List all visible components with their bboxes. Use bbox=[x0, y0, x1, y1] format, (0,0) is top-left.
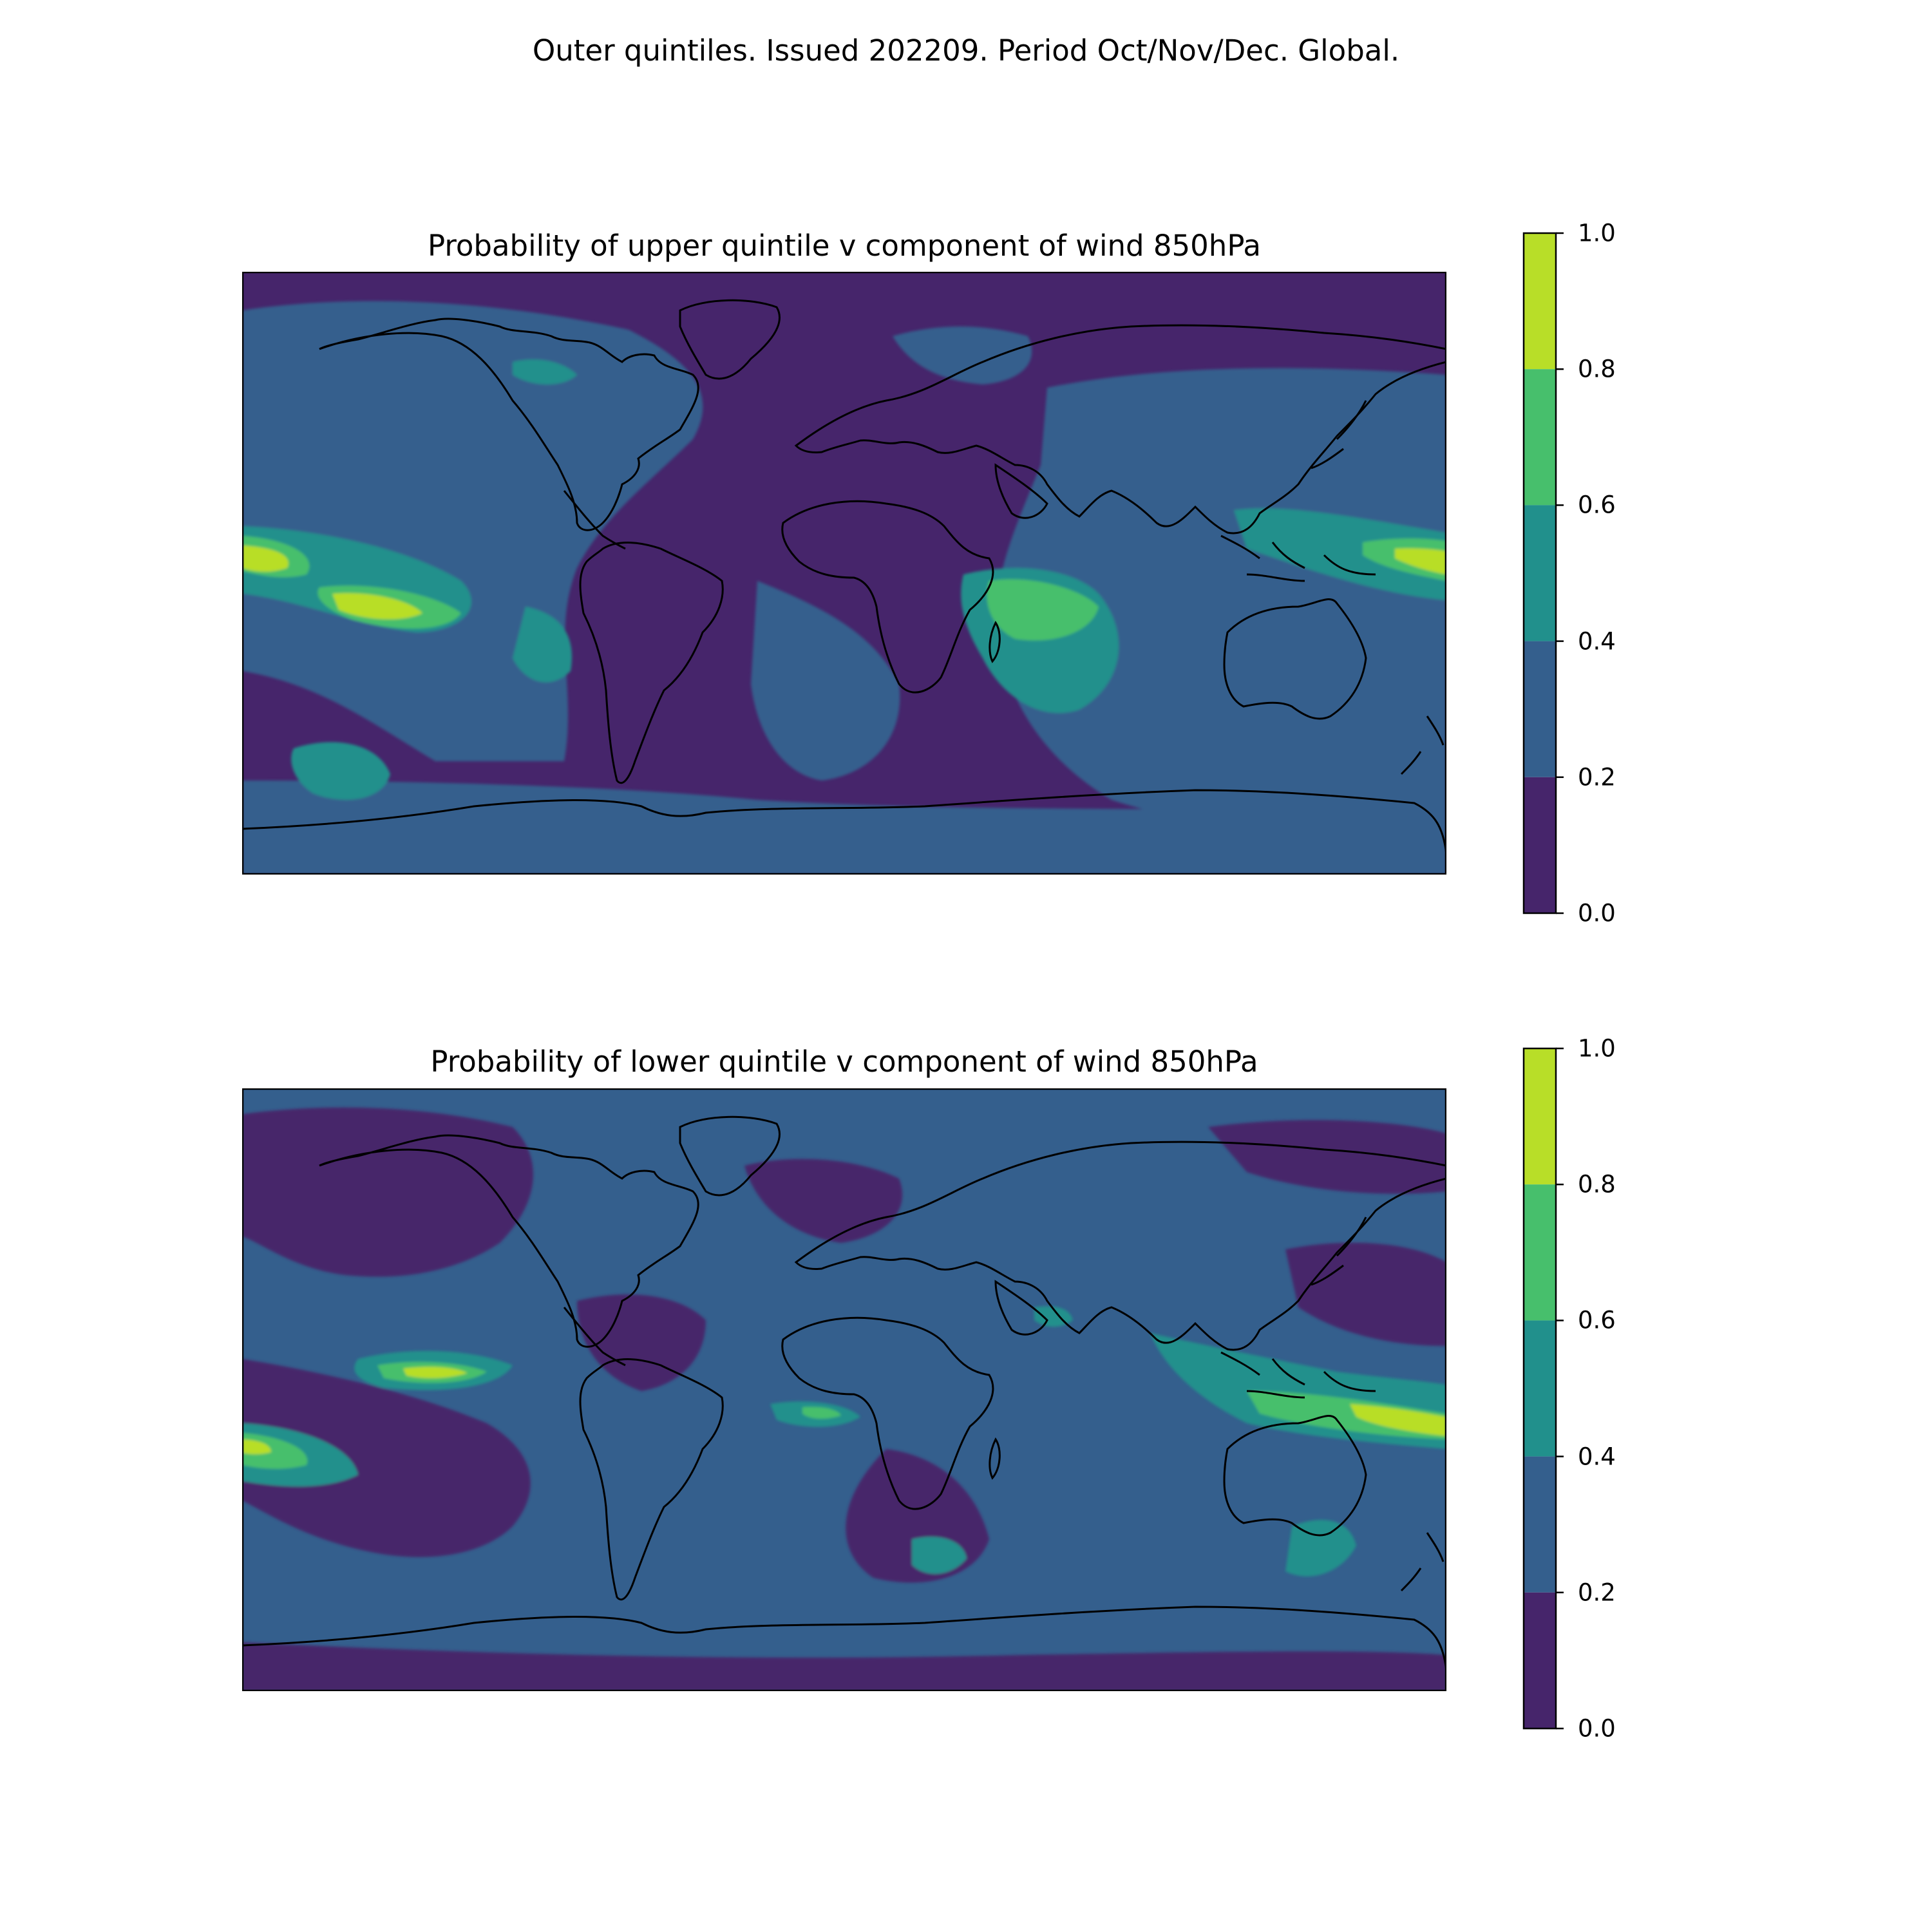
contour-band bbox=[912, 1537, 967, 1574]
map-upper-quintile bbox=[242, 272, 1446, 875]
contour-band bbox=[242, 1359, 531, 1557]
contour-band bbox=[291, 742, 390, 800]
colorbar-tick-label: 1.0 bbox=[1578, 1034, 1616, 1063]
colorbar-tick-label: 0.2 bbox=[1578, 1578, 1616, 1607]
colorbar-segment bbox=[1524, 1320, 1556, 1457]
contour-band bbox=[513, 359, 577, 384]
contour-band bbox=[1285, 1520, 1356, 1577]
colorbar-tick-label: 1.0 bbox=[1578, 219, 1616, 247]
contour-band bbox=[744, 1159, 903, 1243]
contour-band bbox=[1395, 548, 1446, 574]
colorbar-tick-label: 0.8 bbox=[1578, 355, 1616, 383]
colorbar-tick-label: 0.6 bbox=[1578, 491, 1616, 519]
contour-band bbox=[1234, 508, 1446, 600]
colorbar-tick-label: 0.6 bbox=[1578, 1306, 1616, 1334]
contour-band bbox=[242, 1107, 534, 1277]
contour-band bbox=[242, 1439, 271, 1455]
colorbar-tick-label: 0.8 bbox=[1578, 1170, 1616, 1198]
map-frame bbox=[242, 272, 1446, 875]
colorbar-tick-label: 0.0 bbox=[1578, 899, 1616, 927]
contour-band bbox=[513, 607, 572, 683]
contour-band bbox=[332, 593, 422, 620]
contour-band bbox=[987, 579, 1099, 641]
contour-band bbox=[577, 1294, 706, 1391]
colorbar-segment bbox=[1524, 369, 1556, 506]
colorbar-segment bbox=[1524, 1184, 1556, 1321]
colorbar-segment bbox=[1524, 1592, 1556, 1728]
contour-band bbox=[242, 781, 1446, 875]
colorbar-tick-label: 0.4 bbox=[1578, 627, 1616, 656]
colorbar-tick-label: 0.0 bbox=[1578, 1714, 1616, 1743]
contour-band bbox=[893, 327, 1032, 384]
contour-band bbox=[403, 1367, 468, 1379]
contour-band bbox=[751, 581, 900, 781]
colorbar-tick-label: 0.2 bbox=[1578, 763, 1616, 791]
panel-title-upper: Probability of upper quintile v componen… bbox=[427, 229, 1262, 263]
map-lower-quintile bbox=[242, 1088, 1446, 1691]
colorbar-lower bbox=[1522, 1047, 1564, 1730]
colorbar-segment bbox=[1524, 1456, 1556, 1593]
contour-band bbox=[242, 301, 703, 761]
contour-band bbox=[242, 1642, 1446, 1691]
colorbar-segment bbox=[1524, 233, 1556, 370]
contour-band bbox=[242, 545, 289, 572]
colorbar-segment bbox=[1524, 777, 1556, 913]
colorbar-frame bbox=[1522, 1047, 1557, 1730]
colorbar-segment bbox=[1524, 505, 1556, 641]
colorbar-segment bbox=[1524, 1048, 1556, 1185]
colorbar-tick-label: 0.4 bbox=[1578, 1443, 1616, 1471]
contour-band bbox=[1350, 1404, 1446, 1436]
panel-title-lower: Probability of lower quintile v componen… bbox=[430, 1045, 1258, 1079]
contour-band bbox=[1208, 1120, 1446, 1194]
contour-band bbox=[802, 1406, 841, 1419]
contour-band bbox=[1285, 1242, 1446, 1346]
contour-band bbox=[996, 368, 1446, 832]
map-frame bbox=[242, 1088, 1446, 1691]
colorbar-upper bbox=[1522, 232, 1564, 914]
figure-suptitle: Outer quintiles. Issued 202209. Period O… bbox=[532, 33, 1400, 68]
colorbar-segment bbox=[1524, 641, 1556, 777]
colorbar-frame bbox=[1522, 232, 1557, 914]
